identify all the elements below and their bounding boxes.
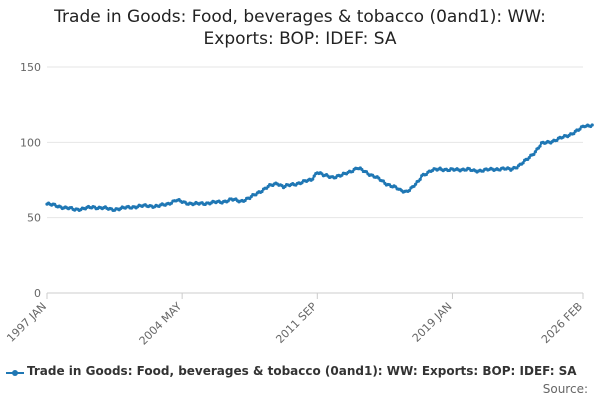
data-point (572, 132, 576, 136)
data-point (351, 169, 355, 174)
x-tick-label: 2004 MAY (137, 300, 185, 348)
y-tick-label: 150 (20, 61, 41, 74)
data-point (424, 172, 428, 177)
data-point (521, 161, 525, 165)
series-layer (45, 123, 594, 213)
axis-layer: 0 50 100 150 1997 JAN 2004 MAY 2011 SEP 2019 JA… (4, 61, 585, 348)
x-tick-label: 2011 SEP (273, 300, 319, 346)
data-point (407, 188, 412, 193)
y-tick-label: 100 (20, 136, 41, 149)
chart-title-line-2: Exports: BOP: IDEF: SA (203, 29, 397, 49)
data-point (532, 152, 536, 156)
data-point (377, 176, 381, 180)
chart-title-line-1: Trade in Goods: Food, beverages & tobacc… (54, 7, 546, 27)
data-point (418, 177, 422, 181)
x-tick-label: 2019 JAN (410, 300, 455, 345)
data-point (578, 127, 582, 131)
data-point (533, 150, 537, 154)
data-point (414, 182, 418, 186)
data-point (260, 189, 264, 194)
data-point (590, 123, 594, 127)
legend-swatch-icon (6, 370, 24, 376)
data-point (538, 144, 542, 148)
data-point (527, 155, 531, 160)
grid-layer (47, 66, 583, 219)
x-tick-label: 1997 JAN (4, 300, 49, 345)
legend-series-label[interactable]: Trade in Goods: Food, beverages & tobacc… (27, 364, 577, 378)
legend[interactable]: Trade in Goods: Food, beverages & tobacc… (0, 364, 600, 382)
source-label: Source: (542, 382, 588, 396)
data-point (311, 177, 315, 181)
y-tick-label: 0 (34, 287, 41, 300)
y-tick-label: 50 (27, 212, 41, 225)
data-point (312, 174, 316, 178)
x-tick-label: 2026 FEB (539, 300, 585, 346)
chart-title: Trade in Goods: Food, beverages & tobacc… (0, 6, 600, 50)
data-point (381, 179, 385, 183)
